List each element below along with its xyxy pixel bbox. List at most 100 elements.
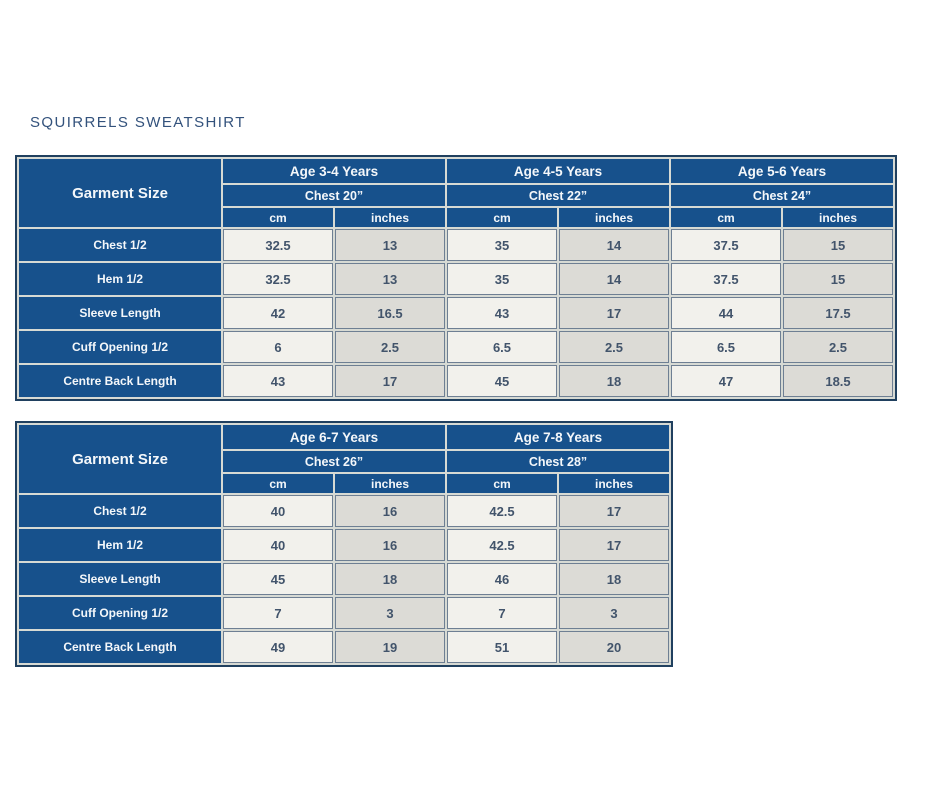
chest-header-row: Chest 26” Chest 28” bbox=[19, 451, 669, 472]
age-group-header: Age 6-7 Years bbox=[223, 425, 445, 449]
chest-size-header: Chest 20” bbox=[223, 185, 445, 206]
age-header-row: Garment Size Age 3-4 Years Age 4-5 Years… bbox=[19, 159, 893, 227]
size-value-cell: 16.5 bbox=[335, 297, 445, 329]
size-value-cell: 18 bbox=[559, 365, 669, 397]
size-value-cell: 15 bbox=[783, 263, 893, 295]
chest-header-row: Chest 20” Chest 22” Chest 24” bbox=[19, 185, 893, 206]
table-row-chest-half: Chest 1/2 32.5 13 35 14 37.5 15 bbox=[19, 229, 893, 261]
size-value-cell: 37.5 bbox=[671, 263, 781, 295]
measurement-label: Sleeve Length bbox=[19, 563, 221, 595]
page-title: SQUIRRELS SWEATSHIRT bbox=[30, 114, 246, 131]
size-value-cell: 13 bbox=[335, 263, 445, 295]
size-value-cell: 7 bbox=[223, 597, 333, 629]
size-value-cell: 14 bbox=[559, 263, 669, 295]
size-value-cell: 49 bbox=[223, 631, 333, 663]
age-header-row: Garment Size Age 6-7 Years Age 7-8 Years bbox=[19, 425, 669, 493]
size-value-cell: 18 bbox=[559, 563, 669, 595]
size-value-cell: 17 bbox=[559, 529, 669, 561]
size-value-cell: 2.5 bbox=[335, 331, 445, 363]
corner-garment-size-label: Garment Size bbox=[19, 425, 221, 493]
size-value-cell: 17.5 bbox=[783, 297, 893, 329]
size-value-cell: 16 bbox=[335, 529, 445, 561]
size-value-cell: 42 bbox=[223, 297, 333, 329]
unit-header-row: cm inches cm inches bbox=[19, 474, 669, 493]
size-value-cell: 3 bbox=[335, 597, 445, 629]
measurement-label: Centre Back Length bbox=[19, 631, 221, 663]
measurement-label: Cuff Opening 1/2 bbox=[19, 331, 221, 363]
size-value-cell: 6.5 bbox=[671, 331, 781, 363]
size-table-ages-3-6: Garment Size Age 3-4 Years Age 4-5 Years… bbox=[15, 155, 897, 401]
unit-header-cm: cm bbox=[223, 474, 333, 493]
size-value-cell: 17 bbox=[559, 297, 669, 329]
size-value-cell: 42.5 bbox=[447, 495, 557, 527]
size-value-cell: 13 bbox=[335, 229, 445, 261]
size-value-cell: 40 bbox=[223, 495, 333, 527]
size-value-cell: 20 bbox=[559, 631, 669, 663]
unit-header-cm: cm bbox=[447, 208, 557, 227]
measurement-label: Sleeve Length bbox=[19, 297, 221, 329]
size-value-cell: 35 bbox=[447, 263, 557, 295]
size-value-cell: 43 bbox=[223, 365, 333, 397]
measurement-label: Hem 1/2 bbox=[19, 263, 221, 295]
unit-header-cm: cm bbox=[223, 208, 333, 227]
unit-header-inches: inches bbox=[335, 474, 445, 493]
size-value-cell: 47 bbox=[671, 365, 781, 397]
size-value-cell: 51 bbox=[447, 631, 557, 663]
size-value-cell: 6 bbox=[223, 331, 333, 363]
unit-header-inches: inches bbox=[783, 208, 893, 227]
chest-size-header: Chest 22” bbox=[447, 185, 669, 206]
size-value-cell: 42.5 bbox=[447, 529, 557, 561]
chest-size-header: Chest 26” bbox=[223, 451, 445, 472]
table-row-hem-half: Hem 1/2 40 16 42.5 17 bbox=[19, 529, 669, 561]
unit-header-row: cm inches cm inches cm inches bbox=[19, 208, 893, 227]
size-value-cell: 17 bbox=[559, 495, 669, 527]
unit-header-cm: cm bbox=[671, 208, 781, 227]
table-row-centre-back-length: Centre Back Length 43 17 45 18 47 18.5 bbox=[19, 365, 893, 397]
size-value-cell: 2.5 bbox=[559, 331, 669, 363]
corner-garment-size-label: Garment Size bbox=[19, 159, 221, 227]
unit-header-inches: inches bbox=[559, 208, 669, 227]
table-row-hem-half: Hem 1/2 32.5 13 35 14 37.5 15 bbox=[19, 263, 893, 295]
size-value-cell: 15 bbox=[783, 229, 893, 261]
size-value-cell: 35 bbox=[447, 229, 557, 261]
table-row-cuff-opening: Cuff Opening 1/2 7 3 7 3 bbox=[19, 597, 669, 629]
chest-size-header: Chest 28” bbox=[447, 451, 669, 472]
size-value-cell: 44 bbox=[671, 297, 781, 329]
size-value-cell: 7 bbox=[447, 597, 557, 629]
table-row-sleeve-length: Sleeve Length 42 16.5 43 17 44 17.5 bbox=[19, 297, 893, 329]
table-row-sleeve-length: Sleeve Length 45 18 46 18 bbox=[19, 563, 669, 595]
size-value-cell: 19 bbox=[335, 631, 445, 663]
size-value-cell: 45 bbox=[223, 563, 333, 595]
size-value-cell: 16 bbox=[335, 495, 445, 527]
table-row-centre-back-length: Centre Back Length 49 19 51 20 bbox=[19, 631, 669, 663]
age-group-header: Age 5-6 Years bbox=[671, 159, 893, 183]
size-value-cell: 18.5 bbox=[783, 365, 893, 397]
chest-size-header: Chest 24” bbox=[671, 185, 893, 206]
measurement-label: Hem 1/2 bbox=[19, 529, 221, 561]
size-value-cell: 3 bbox=[559, 597, 669, 629]
size-value-cell: 46 bbox=[447, 563, 557, 595]
measurement-label: Centre Back Length bbox=[19, 365, 221, 397]
size-value-cell: 17 bbox=[335, 365, 445, 397]
size-value-cell: 37.5 bbox=[671, 229, 781, 261]
size-value-cell: 14 bbox=[559, 229, 669, 261]
age-group-header: Age 7-8 Years bbox=[447, 425, 669, 449]
measurement-label: Chest 1/2 bbox=[19, 229, 221, 261]
size-value-cell: 6.5 bbox=[447, 331, 557, 363]
size-value-cell: 18 bbox=[335, 563, 445, 595]
size-value-cell: 32.5 bbox=[223, 263, 333, 295]
age-group-header: Age 3-4 Years bbox=[223, 159, 445, 183]
unit-header-cm: cm bbox=[447, 474, 557, 493]
age-group-header: Age 4-5 Years bbox=[447, 159, 669, 183]
size-value-cell: 40 bbox=[223, 529, 333, 561]
unit-header-inches: inches bbox=[559, 474, 669, 493]
table-row-chest-half: Chest 1/2 40 16 42.5 17 bbox=[19, 495, 669, 527]
measurement-label: Cuff Opening 1/2 bbox=[19, 597, 221, 629]
measurement-label: Chest 1/2 bbox=[19, 495, 221, 527]
size-table-ages-6-8: Garment Size Age 6-7 Years Age 7-8 Years… bbox=[15, 421, 673, 667]
size-value-cell: 45 bbox=[447, 365, 557, 397]
size-value-cell: 32.5 bbox=[223, 229, 333, 261]
size-value-cell: 43 bbox=[447, 297, 557, 329]
table-row-cuff-opening: Cuff Opening 1/2 6 2.5 6.5 2.5 6.5 2.5 bbox=[19, 331, 893, 363]
